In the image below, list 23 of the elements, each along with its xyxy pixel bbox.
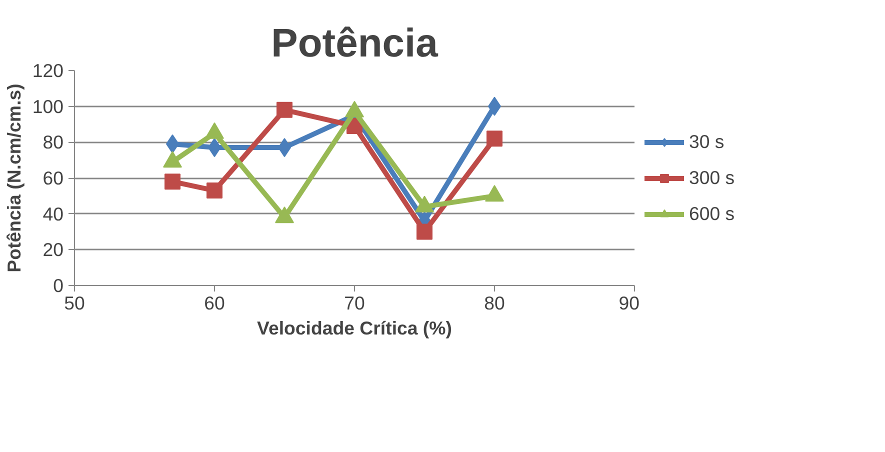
y-axis-title: Potência (N.cm/cm.s) bbox=[3, 84, 24, 272]
point bbox=[486, 130, 502, 147]
point bbox=[206, 182, 222, 199]
x-tick-label: 60 bbox=[204, 292, 225, 314]
x-axis-title: Velocidade Crítica (%) bbox=[257, 318, 452, 338]
chart-title: Potência bbox=[271, 22, 439, 66]
point bbox=[276, 102, 292, 118]
point bbox=[416, 224, 432, 240]
y-tick-label: 100 bbox=[32, 96, 64, 117]
y-tick-label: 20 bbox=[42, 239, 64, 260]
y-tick-label: 120 bbox=[32, 60, 64, 81]
point bbox=[164, 174, 180, 190]
legend-label: 300 s bbox=[689, 166, 735, 188]
y-tick-label: 80 bbox=[42, 132, 64, 153]
y-tick-label: 0 bbox=[53, 275, 64, 296]
x-tick-label: 80 bbox=[484, 292, 505, 314]
y-tick-label: 40 bbox=[42, 203, 64, 224]
x-tick-label: 90 bbox=[618, 292, 640, 314]
legend-label: 600 s bbox=[689, 202, 735, 224]
legend-label: 30 s bbox=[689, 130, 724, 152]
x-tick-label: 70 bbox=[344, 292, 365, 314]
x-tick-label: 50 bbox=[64, 292, 85, 314]
y-tick-label: 60 bbox=[42, 168, 64, 188]
